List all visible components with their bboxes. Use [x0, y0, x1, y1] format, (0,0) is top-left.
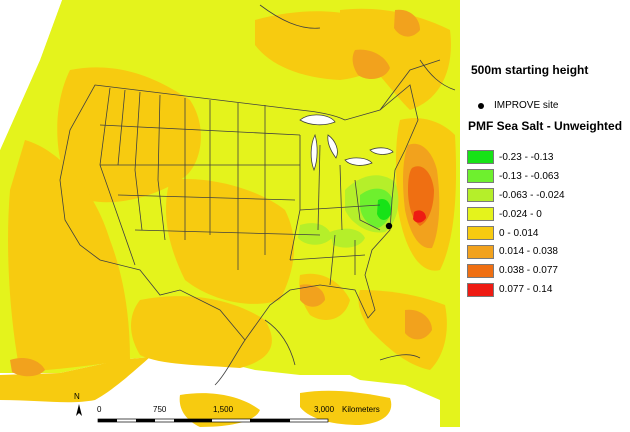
legend: -0.23 - -0.13 -0.13 - -0.063 -0.063 - -0.0… [467, 148, 565, 299]
great-lakes [299, 114, 394, 172]
legend-label: -0.23 - -0.13 [499, 151, 554, 163]
legend-swatch [467, 226, 494, 240]
legend-item: -0.23 - -0.13 [467, 148, 565, 167]
coastlines [214, 4, 456, 386]
legend-item: 0.038 - 0.077 [467, 261, 565, 280]
legend-item: -0.024 - 0 [467, 205, 565, 224]
site-label: IMPROVE site [494, 100, 559, 111]
north-label: N [74, 392, 80, 401]
scale-label-1500: 1,500 [213, 405, 234, 414]
map-svg: N 0 750 1,500 3,000 Kilometers [0, 0, 460, 427]
outside-domain [0, 0, 62, 150]
scale-unit: Kilometers [342, 405, 380, 414]
improve-site-marker[interactable] [385, 222, 393, 230]
legend-item: -0.063 - -0.024 [467, 186, 565, 205]
legend-label: 0 - 0.014 [499, 227, 539, 239]
panel-title: 500m starting height [471, 63, 589, 77]
legend-item: -0.13 - -0.063 [467, 167, 565, 186]
legend-item: 0 - 0.014 [467, 224, 565, 243]
site-legend-row: IMPROVE site [478, 100, 558, 111]
north-arrow: N [74, 392, 82, 416]
legend-swatch [467, 263, 494, 278]
legend-title: PMF Sea Salt - Unweighted [468, 119, 623, 133]
negative-regions [298, 175, 399, 248]
legend-swatch [467, 150, 494, 165]
legend-label: -0.024 - 0 [499, 208, 542, 220]
scale-bar: 0 750 1,500 3,000 Kilometers [97, 405, 380, 423]
scale-label-750: 750 [153, 405, 167, 414]
legend-swatch [467, 282, 494, 297]
positive-max-region [413, 210, 426, 223]
positive-high-region [408, 166, 434, 226]
legend-label: 0.014 - 0.038 [499, 246, 558, 258]
state-boundaries [59, 84, 419, 341]
legend-item: 0.014 - 0.038 [467, 242, 565, 261]
map-area[interactable]: N 0 750 1,500 3,000 Kilometers [0, 0, 460, 427]
legend-label: -0.063 - -0.024 [499, 189, 565, 201]
legend-label: 0.077 - 0.14 [499, 284, 553, 296]
legend-label: -0.13 - -0.063 [499, 170, 560, 182]
scale-label-3000: 3,000 [314, 405, 335, 414]
legend-swatch [467, 169, 494, 184]
legend-item: 0.077 - 0.14 [467, 280, 565, 299]
legend-swatch [467, 188, 494, 203]
scale-label-0: 0 [97, 405, 102, 414]
legend-label: 0.038 - 0.077 [499, 265, 558, 277]
legend-panel: 500m starting height IMPROVE site PMF Se… [460, 0, 630, 427]
legend-swatch [467, 244, 494, 259]
improve-site-dot-icon [478, 102, 484, 109]
legend-swatch [467, 207, 494, 222]
